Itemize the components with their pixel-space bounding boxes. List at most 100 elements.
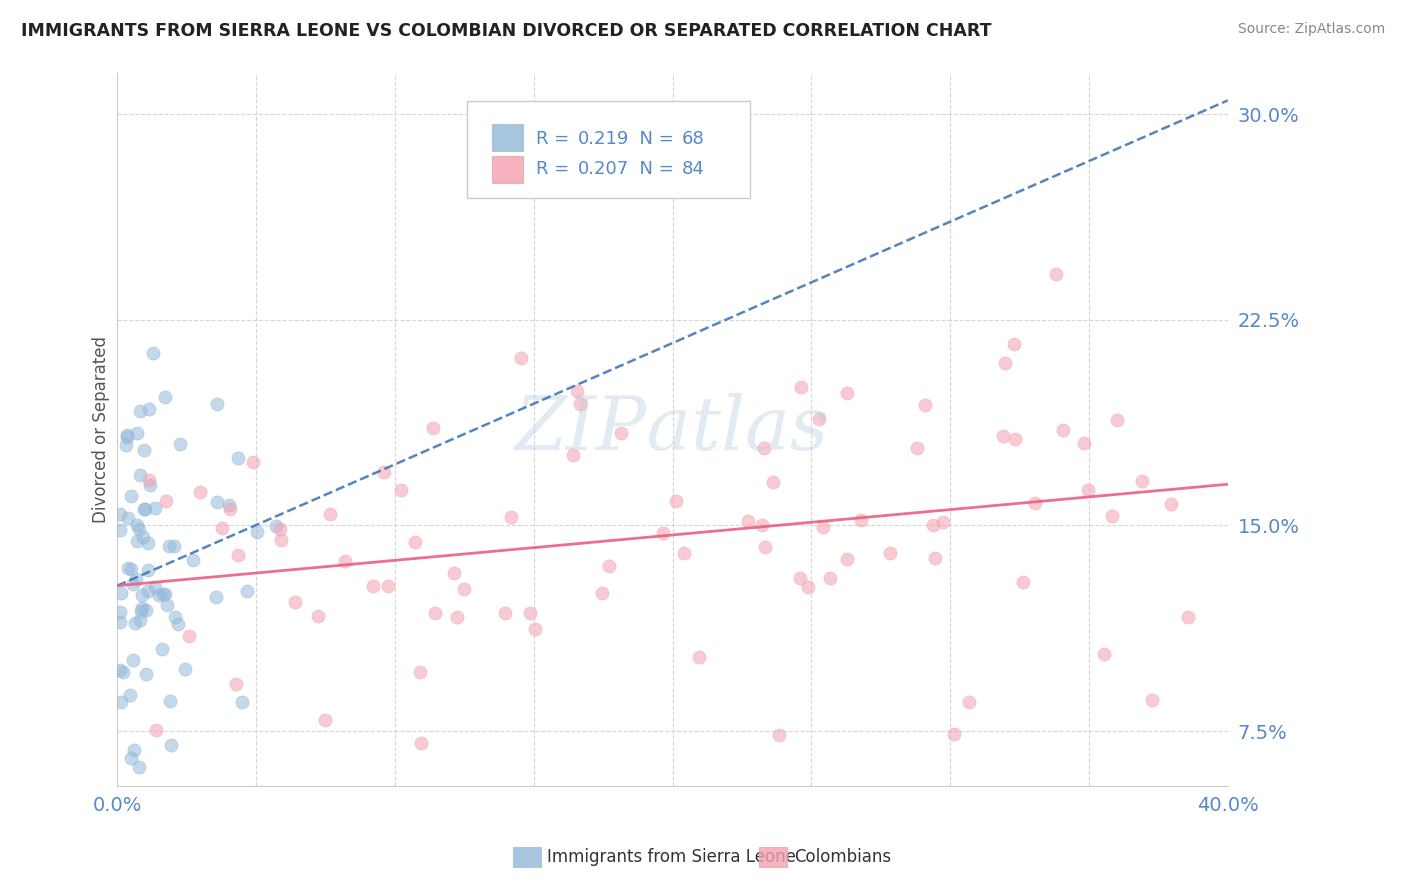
Point bbox=[754, 441, 776, 455]
Point bbox=[501, 509, 523, 524]
Point bbox=[205, 495, 228, 509]
Point bbox=[957, 694, 980, 708]
Text: IMMIGRANTS FROM SIERRA LEONE VS COLOMBIAN DIVORCED OR SEPARATED CORRELATION CHAR: IMMIGRANTS FROM SIERRA LEONE VS COLOMBIA… bbox=[21, 22, 991, 40]
Point bbox=[270, 533, 292, 547]
Point bbox=[127, 426, 149, 441]
Point bbox=[181, 553, 204, 567]
Point bbox=[423, 607, 446, 621]
Point bbox=[136, 536, 159, 550]
Point bbox=[132, 530, 155, 544]
Point bbox=[269, 523, 291, 537]
Point bbox=[811, 519, 834, 533]
Point bbox=[125, 572, 148, 586]
Point bbox=[139, 478, 162, 492]
Point bbox=[129, 604, 152, 618]
Point bbox=[108, 615, 131, 629]
Point bbox=[1177, 609, 1199, 624]
Point bbox=[754, 540, 776, 554]
Point bbox=[207, 397, 229, 411]
FancyBboxPatch shape bbox=[492, 156, 523, 184]
Point bbox=[236, 584, 259, 599]
Text: Immigrants from Sierra Leone: Immigrants from Sierra Leone bbox=[547, 848, 796, 866]
Point bbox=[994, 356, 1017, 370]
Text: N =: N = bbox=[628, 129, 679, 147]
Point bbox=[120, 751, 142, 765]
Point bbox=[319, 507, 342, 521]
Point bbox=[1011, 575, 1033, 590]
Point bbox=[565, 384, 588, 398]
Point bbox=[377, 579, 399, 593]
Point bbox=[110, 663, 132, 677]
Point bbox=[1140, 692, 1163, 706]
Point bbox=[120, 688, 142, 702]
Point bbox=[131, 600, 153, 615]
Point bbox=[768, 728, 790, 742]
Point bbox=[1101, 509, 1123, 524]
Point bbox=[879, 546, 901, 560]
Point bbox=[129, 613, 152, 627]
FancyBboxPatch shape bbox=[467, 102, 751, 198]
Point bbox=[138, 473, 160, 487]
Point bbox=[1130, 475, 1153, 489]
Point bbox=[122, 577, 145, 591]
Point bbox=[905, 441, 928, 455]
Point bbox=[1105, 412, 1128, 426]
Point bbox=[835, 386, 858, 401]
Point bbox=[142, 346, 165, 360]
Point bbox=[117, 511, 139, 525]
Point bbox=[135, 666, 157, 681]
Point bbox=[569, 396, 592, 410]
Point bbox=[115, 427, 138, 442]
Point bbox=[443, 566, 465, 581]
Point bbox=[422, 421, 444, 435]
Point bbox=[284, 595, 307, 609]
Point bbox=[205, 591, 228, 605]
Point bbox=[246, 524, 269, 539]
Text: 0.219: 0.219 bbox=[578, 129, 630, 147]
Point bbox=[789, 572, 811, 586]
Point bbox=[122, 743, 145, 757]
FancyBboxPatch shape bbox=[492, 124, 523, 152]
Text: ZIP​atlas: ZIP​atlas bbox=[516, 393, 830, 466]
Point bbox=[1024, 496, 1046, 510]
Point bbox=[411, 735, 433, 749]
Point bbox=[120, 490, 142, 504]
Point bbox=[157, 539, 180, 553]
Point bbox=[128, 759, 150, 773]
Point bbox=[125, 534, 148, 549]
Point bbox=[333, 553, 356, 567]
Point bbox=[673, 546, 696, 560]
Point bbox=[373, 465, 395, 479]
Point bbox=[665, 493, 688, 508]
Point bbox=[924, 550, 946, 565]
Point bbox=[150, 642, 173, 657]
Point bbox=[409, 665, 432, 679]
Point bbox=[453, 582, 475, 596]
Point bbox=[1002, 336, 1025, 351]
Text: 68: 68 bbox=[682, 129, 704, 147]
Point bbox=[117, 430, 139, 444]
Point bbox=[145, 581, 167, 595]
Point bbox=[165, 610, 187, 624]
Point bbox=[942, 727, 965, 741]
Point bbox=[494, 606, 516, 620]
Point bbox=[1052, 423, 1074, 437]
Point bbox=[108, 605, 131, 619]
Point bbox=[1160, 497, 1182, 511]
Point bbox=[242, 455, 264, 469]
Point bbox=[211, 521, 233, 535]
Point bbox=[1092, 647, 1115, 661]
Point bbox=[225, 677, 247, 691]
Point bbox=[797, 580, 820, 594]
Point bbox=[179, 629, 201, 643]
Point bbox=[188, 484, 211, 499]
Point bbox=[751, 517, 773, 532]
Point bbox=[837, 551, 859, 566]
Point bbox=[1004, 432, 1026, 446]
Point bbox=[688, 650, 710, 665]
Point bbox=[762, 475, 785, 490]
Point bbox=[931, 515, 953, 529]
Point bbox=[404, 535, 426, 549]
Point bbox=[737, 514, 759, 528]
Text: R =: R = bbox=[536, 161, 575, 178]
